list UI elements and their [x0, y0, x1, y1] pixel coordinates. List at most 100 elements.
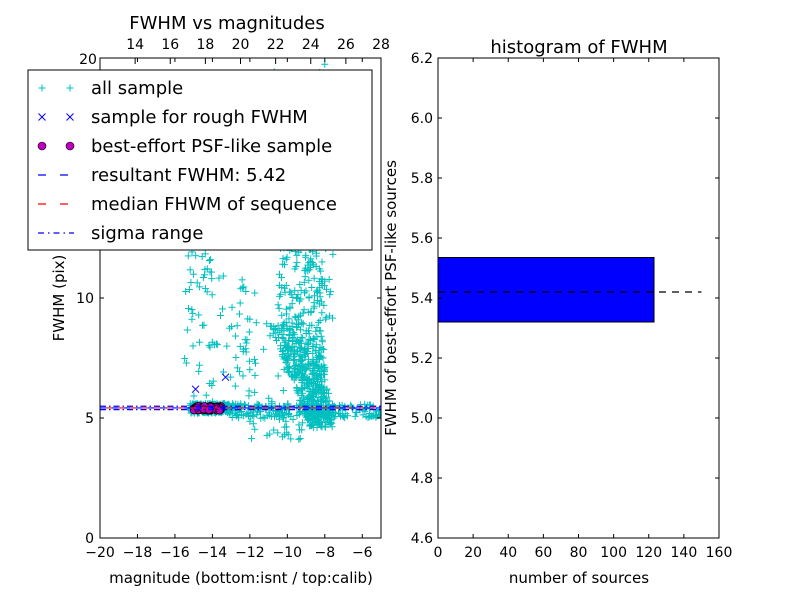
all-sample-point [201, 250, 209, 258]
all-sample-point [246, 357, 254, 365]
all-sample-point [302, 339, 310, 347]
histogram-x-tick-label: 20 [464, 545, 482, 561]
all-sample-point [327, 288, 335, 296]
all-sample-point [303, 375, 311, 383]
all-sample-point [326, 291, 334, 299]
all-sample-point [364, 414, 372, 422]
all-sample-point [231, 382, 239, 390]
all-sample-point [291, 313, 299, 321]
all-sample-point [274, 372, 282, 380]
all-sample-point [280, 355, 288, 363]
legend-circle-marker [37, 141, 47, 151]
histogram-x-tick-label: 160 [706, 545, 733, 561]
top-x-tick-label: 26 [337, 37, 355, 53]
all-sample-point [312, 358, 320, 366]
all-sample-point [188, 315, 196, 323]
all-sample-point [315, 382, 323, 390]
all-sample-point [312, 372, 320, 380]
all-sample-point [285, 337, 293, 345]
all-sample-point [242, 288, 250, 296]
all-sample-point [296, 426, 304, 434]
all-sample-point [245, 392, 253, 400]
histogram-y-axis-ticks: 4.6 4.8 5.0 5.2 5.4 5.6 5.8 6.0 6.2 [411, 51, 719, 547]
all-sample-point [184, 304, 192, 312]
all-sample-point [199, 321, 207, 329]
all-sample-point [320, 282, 328, 290]
all-sample-point [320, 345, 328, 353]
histogram-y-tick-label: 5.2 [411, 351, 433, 367]
all-sample-point [317, 390, 325, 398]
all-sample-point [329, 250, 337, 258]
all-sample-point [251, 371, 259, 379]
all-sample-point [201, 266, 209, 274]
all-sample-point [376, 410, 381, 418]
all-sample-point [284, 400, 292, 408]
all-sample-point [237, 285, 245, 293]
all-sample-point [311, 366, 319, 374]
all-sample-point [236, 299, 244, 307]
all-sample-point [269, 330, 277, 338]
histogram-y-tick-label: 6.0 [411, 111, 433, 127]
all-sample-point [287, 347, 295, 355]
all-sample-point [313, 397, 321, 405]
all-sample-point [275, 304, 283, 312]
all-sample-point [304, 355, 312, 363]
all-sample-point [232, 353, 240, 361]
all-sample-point [298, 356, 306, 364]
all-sample-point [312, 249, 320, 257]
all-sample-point [284, 368, 292, 376]
all-sample-point [213, 341, 221, 349]
all-sample-point [249, 420, 257, 428]
all-sample-point [359, 411, 367, 419]
all-sample-point [313, 410, 321, 418]
legend-label: sigma range [91, 223, 203, 244]
scatter-y-axis-label: FWHM (pix) [50, 255, 68, 342]
histogram-y-tick-label: 4.6 [411, 531, 433, 547]
all-sample-point [317, 275, 325, 283]
all-sample-point [287, 435, 295, 443]
all-sample-point [296, 396, 304, 404]
all-sample-point [297, 286, 305, 294]
all-sample-point [274, 301, 282, 309]
all-sample-point [284, 354, 292, 362]
all-sample-point [247, 412, 255, 420]
all-sample-point [312, 263, 320, 271]
all-sample-point [307, 421, 315, 429]
all-sample-point [291, 350, 299, 358]
all-sample-point [301, 412, 309, 420]
all-sample-point [220, 368, 228, 376]
all-sample-point [238, 276, 246, 284]
all-sample-point [302, 287, 310, 295]
all-sample-point [311, 387, 319, 395]
reference-lines-layer [100, 405, 381, 411]
all-sample-point [336, 412, 344, 420]
all-sample-point [190, 392, 198, 400]
all-sample-point [299, 334, 307, 342]
all-sample-point [282, 417, 290, 425]
histogram-y-tick-label: 6.2 [411, 51, 433, 67]
all-sample-point [232, 332, 240, 340]
histogram-y-tick-label: 5.8 [411, 171, 433, 187]
all-sample-point [265, 394, 273, 402]
all-sample-point [310, 292, 318, 300]
all-sample-point [206, 343, 214, 351]
scatter-legend: all sample sample for rough FWHM best-effo… [27, 69, 373, 251]
all-sample-point [186, 266, 194, 274]
all-sample-point [292, 263, 300, 271]
legend-entry: all sample [38, 78, 183, 99]
top-x-tick-label: 20 [232, 37, 250, 53]
all-sample-point [266, 430, 274, 438]
all-sample-point [244, 315, 252, 323]
all-sample-point [235, 310, 243, 318]
all-sample-point [308, 321, 316, 329]
all-sample-point [322, 418, 330, 426]
all-sample-point [313, 424, 321, 432]
all-sample-point [272, 407, 280, 415]
all-sample-point [307, 399, 315, 407]
all-sample-point [314, 286, 322, 294]
all-sample-point [324, 412, 332, 420]
y-tick-label: 5 [85, 411, 94, 427]
all-sample-point [299, 320, 307, 328]
all-sample-point [182, 359, 190, 367]
all-sample-point [328, 314, 336, 322]
